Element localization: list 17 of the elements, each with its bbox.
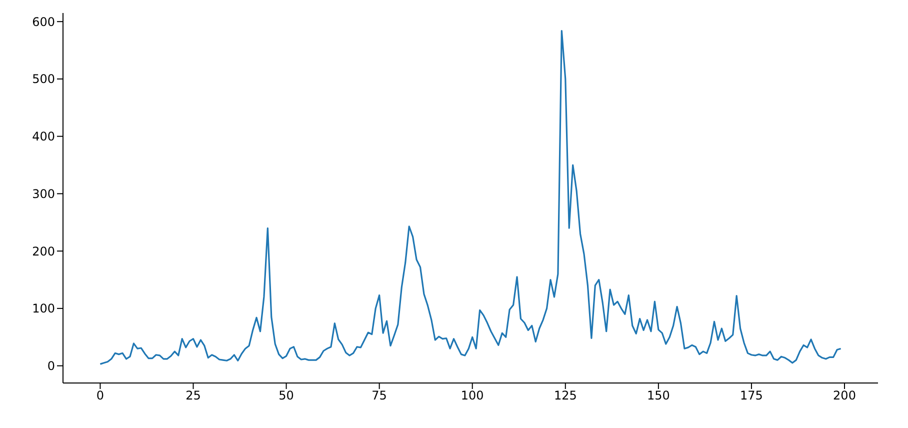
y-tick-label: 600 <box>32 14 55 29</box>
y-tick-label: 100 <box>32 302 55 316</box>
y-tick-label: 200 <box>32 244 55 258</box>
x-tick-label: 200 <box>833 388 856 403</box>
x-tick-label: 50 <box>278 388 294 403</box>
y-tick-label: 0 <box>47 359 55 374</box>
y-tick-label: 300 <box>32 186 55 201</box>
x-tick-label: 175 <box>740 388 763 403</box>
x-tick-label: 75 <box>372 388 387 403</box>
line-series <box>99 30 842 365</box>
y-tick-label: 500 <box>32 72 55 86</box>
x-tick-label: 125 <box>554 388 577 403</box>
x-tick-label: 150 <box>646 388 670 403</box>
x-tick-label: 25 <box>186 388 201 403</box>
x-tick-label: 0 <box>96 388 104 403</box>
x-tick-label: 100 <box>460 388 484 403</box>
y-tick-label: 400 <box>32 130 55 144</box>
